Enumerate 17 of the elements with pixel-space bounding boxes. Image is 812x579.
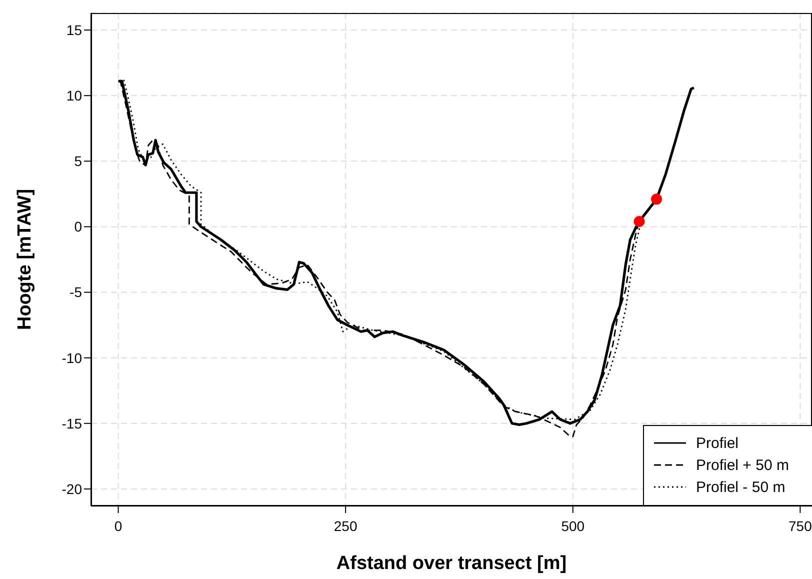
y-axis-title: Hoogte [mTAW] xyxy=(14,188,36,330)
y-tick-label: -10 xyxy=(62,350,82,366)
y-tick-label: -15 xyxy=(62,415,82,432)
legend-label: Profiel + 50 m xyxy=(696,456,789,474)
x-tick-label: 250 xyxy=(334,518,358,534)
legend-label: Profiel xyxy=(696,434,739,452)
y-tick-label: 15 xyxy=(66,22,82,38)
y-tick-label: -20 xyxy=(62,480,82,497)
x-tick-label: 750 xyxy=(788,518,812,534)
y-tick-label: -5 xyxy=(70,284,82,300)
y-tick-label: 0 xyxy=(74,218,82,235)
x-tick-label: 0 xyxy=(114,518,122,534)
x-axis-title: Afstand over transect [m] xyxy=(336,553,567,574)
legend-label: Profiel - 50 m xyxy=(696,478,786,496)
y-tick-label: 5 xyxy=(74,153,82,170)
x-tick-label: 500 xyxy=(561,518,585,534)
y-tick-label: 10 xyxy=(66,88,82,104)
